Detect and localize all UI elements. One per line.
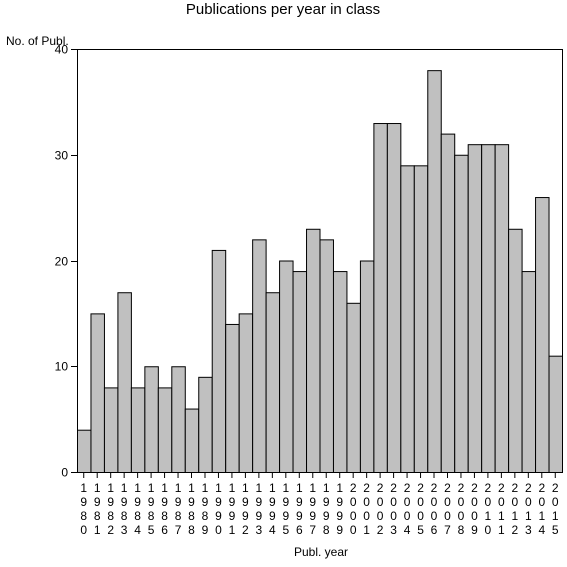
- bar-1990: [211, 249, 227, 473]
- bar-2011: [494, 144, 510, 474]
- bar-2006: [427, 70, 442, 474]
- bar-1985: [144, 366, 159, 473]
- bar-1996: [292, 271, 308, 474]
- bar-1986: [157, 387, 173, 473]
- bar-1982: [103, 387, 119, 473]
- bar-1992: [238, 313, 254, 473]
- bar-2004: [400, 165, 415, 473]
- y-tick-label: 30: [55, 149, 69, 163]
- bar-1995: [279, 260, 294, 473]
- bar-1983: [117, 292, 132, 473]
- bar-2007: [440, 133, 456, 473]
- y-tick-label: 10: [55, 360, 69, 374]
- bar-2009: [467, 144, 483, 474]
- bar-2005: [413, 165, 429, 473]
- y-axis: 0 10 20 30 40: [55, 43, 77, 480]
- bar-2010: [481, 144, 496, 474]
- bar-series: [77, 70, 563, 474]
- y-tick-label: 20: [55, 255, 69, 269]
- y-axis-label: No. of Publ.: [6, 34, 69, 48]
- x-axis-label: Publ. year: [294, 545, 348, 559]
- bar-1984: [130, 387, 146, 473]
- bar-2015: [548, 355, 563, 473]
- bar-2013: [521, 271, 537, 474]
- bar-2003: [386, 123, 402, 474]
- bar-1981: [90, 313, 105, 473]
- bar-1997: [306, 228, 321, 473]
- chart-title: Publications per year in class: [186, 1, 380, 18]
- x-axis: 1 9 8 0 1 9 8 1 1 9 8 2 1 9 8 3 1 9 8 4 1 9 8 5 1 9 8 6 1 9 8 7 1 9 8 8 1 9 8 9…: [80, 472, 559, 537]
- bar-1988: [184, 408, 200, 473]
- bar-2002: [373, 123, 388, 474]
- y-tick-label: 0: [61, 466, 68, 480]
- bar-1994: [265, 292, 281, 473]
- bar-1993: [252, 239, 267, 473]
- bar-1987: [171, 366, 186, 473]
- bar-1998: [319, 239, 334, 473]
- bar-2012: [508, 228, 523, 473]
- bar-2000: [346, 302, 361, 473]
- bar-1989: [198, 376, 213, 474]
- bar-2014: [535, 197, 550, 474]
- bar-1991: [225, 323, 240, 474]
- bar-1980: [77, 429, 92, 474]
- plot-frame: [77, 49, 563, 473]
- y-tick-label: 40: [55, 43, 69, 57]
- bar-1999: [332, 271, 348, 474]
- bar-2008: [454, 154, 469, 473]
- bar-2001: [359, 260, 375, 473]
